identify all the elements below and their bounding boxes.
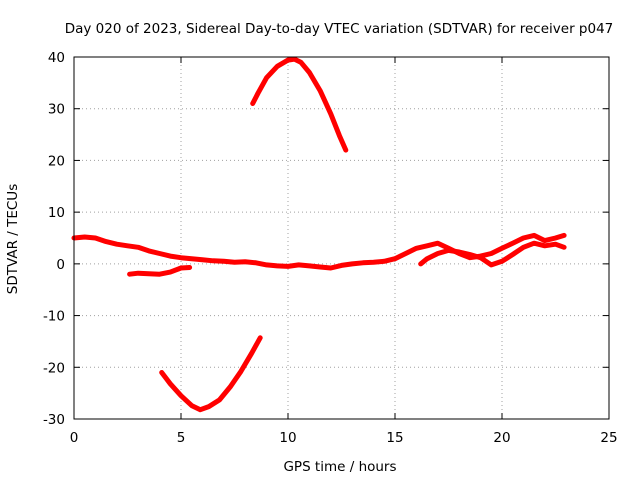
y-tick-label: 10 bbox=[48, 205, 65, 221]
series-line-lower-branch-late bbox=[418, 240, 567, 268]
series-line-lower-arc bbox=[159, 335, 263, 413]
x-tick-label: 5 bbox=[177, 430, 186, 446]
y-tick-label: 20 bbox=[48, 153, 65, 169]
y-axis-label: SDTVAR / TECUs bbox=[5, 184, 21, 294]
x-tick-label: 25 bbox=[600, 430, 617, 446]
grid bbox=[74, 57, 609, 419]
y-tick-label: -30 bbox=[43, 412, 65, 428]
x-tick-label: 10 bbox=[279, 430, 296, 446]
series-line-main-trace bbox=[71, 232, 567, 271]
x-tick-label: 0 bbox=[70, 430, 79, 446]
series-line-lower-branch-early bbox=[127, 265, 193, 277]
chart-title: Day 020 of 2023, Sidereal Day-to-day VTE… bbox=[65, 21, 614, 37]
x-tick-label: 15 bbox=[386, 430, 403, 446]
y-tick-label: 40 bbox=[48, 50, 65, 66]
data-series bbox=[71, 56, 567, 413]
y-tick-label: 0 bbox=[56, 257, 65, 273]
y-tick-labels: 40 30 20 10 0 -10 -20 -30 bbox=[43, 50, 65, 428]
y-tick-label: 30 bbox=[48, 102, 65, 118]
series-line-upper-arc bbox=[250, 56, 349, 153]
y-tick-label: -20 bbox=[43, 360, 65, 376]
x-axis-label: GPS time / hours bbox=[283, 459, 396, 475]
x-tick-labels: 0 5 10 15 20 25 bbox=[70, 430, 618, 446]
y-tick-label: -10 bbox=[43, 309, 65, 325]
x-tick-label: 20 bbox=[493, 430, 510, 446]
plot-frame bbox=[73, 56, 610, 420]
